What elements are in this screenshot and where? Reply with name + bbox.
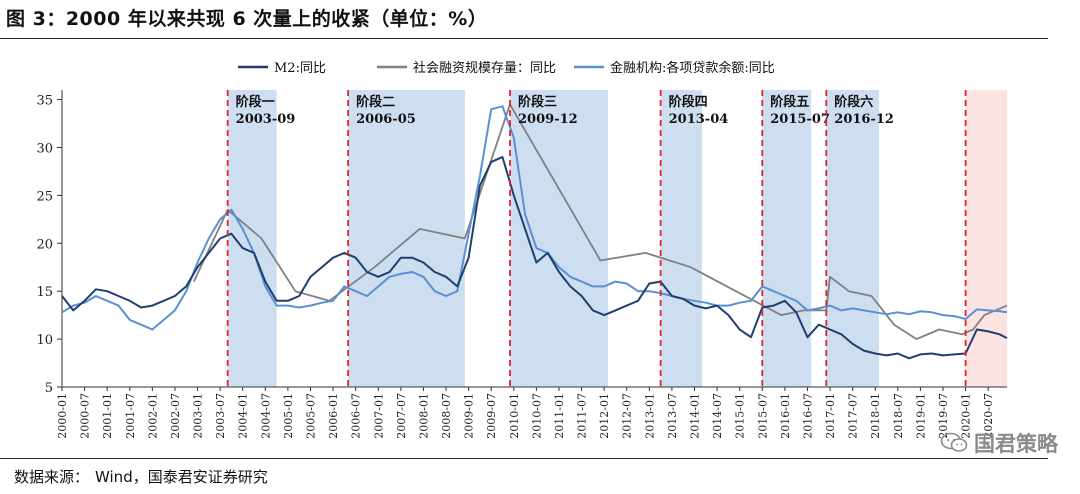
x-tick-label: 2019-01 [914,393,927,439]
x-tick-label: 2017-07 [847,393,860,439]
legend-label-1: M2:同比 [274,61,326,76]
x-tick-label: 2004-07 [259,393,272,439]
legend-label-3: 金融机构:各项贷款余额:同比 [610,60,775,76]
phase-label: 阶段一 [236,94,275,110]
m2-line [61,156,1008,360]
x-tick-label: 2011-07 [576,393,589,439]
phase-label: 阶段六 [834,94,873,110]
x-tick-label: 2008-07 [440,393,453,439]
phase-date: 2009-12 [518,112,578,127]
phase-date: 2016-12 [834,112,894,127]
y-tick-label: 15 [36,285,53,300]
chart-legend: M2:同比 社会融资规模存量：同比 金融机构:各项贷款余额:同比 [238,60,775,76]
x-tick-label: 2018-01 [869,393,882,439]
phase-label: 阶段五 [770,94,809,110]
title-divider [0,38,1048,39]
line-chart: M2:同比 社会融资规模存量：同比 金融机构:各项贷款余额:同比 5 10 15 20 25… [36,60,1008,439]
phase-date: 2013-04 [669,112,729,127]
x-tick-label: 2003-07 [214,393,227,439]
x-tick-label: 2020-07 [982,393,995,439]
x-tick-label: 2014-07 [711,393,724,439]
x-tick-label: 2011-01 [553,393,566,439]
y-tick-label: 10 [36,333,53,348]
phase-date: 2006-05 [356,112,416,127]
phase-label: 阶段四 [669,94,708,110]
x-tick-label: 2020-01 [960,393,973,439]
x-tick-label: 2007-07 [395,393,408,439]
x-tick-label: 2012-01 [598,393,611,439]
x-tick-label: 2010-07 [530,393,543,439]
x-tick-label: 2012-07 [621,393,634,439]
x-tick-label: 2009-01 [463,393,476,439]
watermark-text: 国君策略 [974,432,1058,456]
phase-date: 2003-09 [236,112,296,127]
x-tick-label: 2009-07 [485,393,498,439]
x-tick-label: 2016-01 [779,393,792,439]
phase-shade-3 [510,90,608,387]
phase-label: 阶段三 [518,94,557,110]
wechat-icon [940,432,968,452]
loans-line [61,105,1008,331]
legend-label-2: 社会融资规模存量：同比 [413,60,556,76]
x-tick-label: 2013-01 [643,393,656,439]
source-label: 数据来源： [14,468,90,486]
x-tick-label: 2003-01 [192,393,205,439]
x-tick-label: 2014-01 [689,393,702,439]
y-tick-label: 20 [36,237,53,252]
x-tick-label: 2018-07 [892,393,905,439]
source-text: Wind，国泰君安证券研究 [95,468,268,486]
x-tick-label: 2005-01 [282,393,295,439]
source-note: 数据来源： Wind，国泰君安证券研究 [14,466,274,487]
x-tick-label: 2002-07 [169,393,182,439]
x-tick-label: 2006-07 [350,393,363,439]
phase-date: 2015-07 [770,112,830,127]
phase-shade-2 [348,90,465,387]
x-tick-label: 2008-01 [417,393,430,439]
y-tick-label: 35 [36,94,53,109]
y-tick-label: 25 [36,189,53,204]
x-tick-label: 2015-01 [734,393,747,439]
x-tick-label: 2006-01 [327,393,340,439]
x-tick-label: 2002-01 [146,393,159,439]
x-tick-label: 2007-01 [372,393,385,439]
phase-shade-6 [826,90,879,387]
x-tick-label: 2001-01 [101,393,114,439]
footer-divider [0,458,1048,459]
watermark: 国君策略 [940,428,1058,458]
x-tick-label: 2000-01 [56,393,69,439]
phase-shade-5 [762,90,812,387]
chart-title: 图 3：2000 年以来共现 6 次量上的收紧（单位：%） [6,8,488,30]
x-tick-label: 2013-07 [666,393,679,439]
phase-label: 阶段二 [356,94,395,110]
x-tick-label: 2017-01 [824,393,837,439]
x-tick-label: 2000-07 [79,393,92,439]
x-tick-label: 2004-01 [237,393,250,439]
y-tick-label: 30 [36,141,53,156]
x-tick-label: 2001-07 [124,393,137,439]
x-tick-label: 2010-01 [508,393,521,439]
x-tick-label: 2015-07 [756,393,769,439]
phase-shade-4 [660,90,703,387]
y-tick-label: 5 [45,381,53,396]
x-tick-label: 2016-07 [801,393,814,439]
x-tick-label: 2019-07 [937,393,950,439]
x-tick-label: 2005-07 [304,393,317,439]
